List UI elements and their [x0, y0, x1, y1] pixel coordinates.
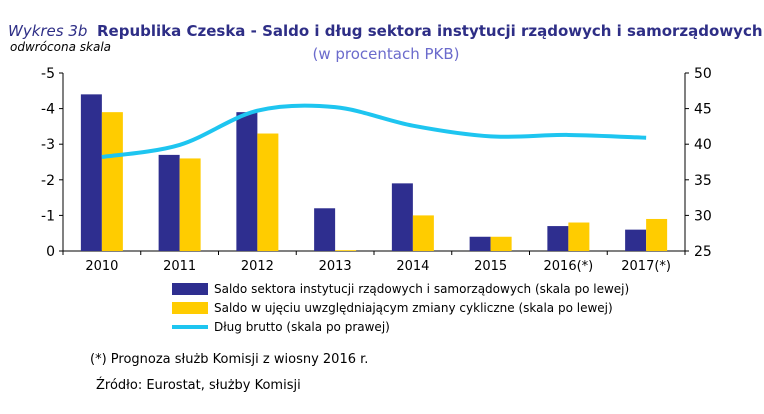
chart-axes: 0 -1 -2 -3 -4 -5 25 30 35 40 45 50 2010 2011 2012 2013 2…: [41, 66, 712, 274]
x-axis-tick-label: 2013: [319, 259, 352, 274]
x-axis-tick-label: 2010: [85, 259, 118, 274]
right-axis-tick-label: 25: [694, 244, 712, 260]
chart-title: Republika Czeska - Saldo i dług sektora …: [97, 22, 763, 40]
chart-legend: Saldo sektora instytucji rządowych i sam…: [172, 282, 629, 334]
x-axis-tick-label: 2016(*): [544, 259, 594, 274]
bar: [80, 94, 102, 251]
chart-bars: [80, 94, 668, 251]
bar: [314, 208, 336, 251]
x-axis-tick-label: 2014: [396, 259, 429, 274]
bar: [236, 112, 258, 251]
chart-subtitle: (w procentach PKB): [312, 45, 460, 63]
legend-swatch: [172, 283, 208, 295]
left-axis-note: odwrócona skala: [10, 40, 112, 54]
bar: [335, 250, 357, 251]
chart-line: [101, 103, 647, 159]
bar: [490, 236, 512, 251]
bar: [179, 158, 201, 251]
x-axis-tick-label: 2015: [474, 259, 507, 274]
bar: [158, 154, 180, 251]
left-axis-tick-label: 0: [46, 244, 55, 260]
chart-title-prefix: Wykres 3b: [8, 22, 88, 40]
bar: [568, 222, 590, 251]
right-axis-tick-label: 35: [694, 173, 712, 189]
right-axis-tick-label: 40: [694, 137, 712, 153]
bar: [547, 226, 569, 251]
source-footnote: Źródło: Eurostat, służby Komisji: [96, 378, 301, 393]
x-axis-tick-label: 2011: [163, 259, 196, 274]
legend-label: Saldo sektora instytucji rządowych i sam…: [214, 282, 629, 296]
legend-label: Saldo w ujęciu uwzględniającym zmiany cy…: [214, 301, 613, 315]
bar: [646, 218, 668, 251]
legend-swatch: [172, 302, 208, 314]
left-axis-tick-label: -2: [41, 173, 55, 189]
x-axis-tick-label: 2017(*): [621, 259, 671, 274]
series-line: [101, 103, 647, 159]
right-axis-tick-label: 30: [694, 208, 712, 224]
right-axis-tick-label: 45: [694, 102, 712, 118]
bar: [625, 229, 647, 251]
bar: [257, 133, 279, 251]
right-axis-tick-label: 50: [694, 66, 712, 82]
x-axis-tick-label: 2012: [241, 259, 274, 274]
left-axis-tick-label: -5: [41, 66, 55, 82]
left-axis-tick-label: -3: [41, 137, 55, 153]
bar: [391, 183, 413, 251]
left-axis-tick-label: -4: [41, 102, 55, 118]
bar: [469, 236, 491, 251]
bar: [412, 215, 434, 251]
forecast-footnote: (*) Prognoza służb Komisji z wiosny 2016…: [90, 352, 369, 367]
legend-label: Dług brutto (skala po prawej): [214, 320, 390, 334]
left-axis-tick-label: -1: [41, 208, 55, 224]
bar: [101, 112, 123, 251]
